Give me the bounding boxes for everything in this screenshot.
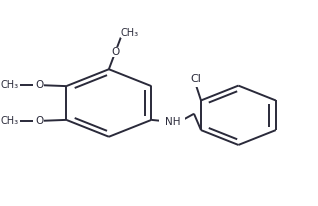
- Text: NH: NH: [164, 117, 180, 126]
- Text: O: O: [111, 47, 120, 57]
- Text: CH₃: CH₃: [1, 116, 19, 126]
- Text: Cl: Cl: [190, 74, 201, 84]
- Text: O: O: [35, 80, 44, 90]
- Text: CH₃: CH₃: [1, 80, 19, 90]
- Text: CH₃: CH₃: [121, 28, 139, 37]
- Text: O: O: [35, 116, 44, 126]
